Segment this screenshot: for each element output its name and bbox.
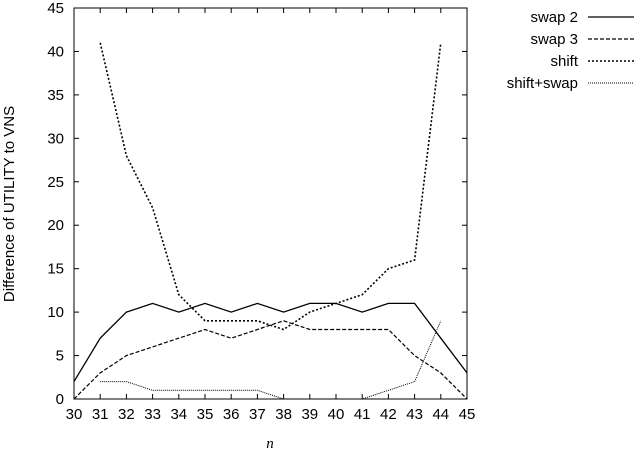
y-tick-label: 45 [47, 0, 64, 17]
x-tick-label: 45 [459, 406, 476, 423]
x-axis-title: n [266, 436, 274, 452]
legend-label-swap-2: swap 2 [530, 9, 578, 26]
x-tick-label: 42 [380, 406, 397, 423]
y-axis-title: Difference of UTILITY to VNS [1, 106, 18, 302]
x-tick-label: 44 [432, 406, 449, 423]
plot-frame [73, 7, 468, 400]
y-tick-label: 0 [56, 391, 64, 408]
legend: swap 2 swap 3 shift shift+swap [507, 9, 634, 92]
x-tick-label: 41 [354, 406, 371, 423]
series-line-swap-3 [73, 320, 468, 400]
x-tick-label: 34 [170, 406, 187, 423]
legend-label-swap-3: swap 3 [530, 31, 578, 48]
series-lines [73, 42, 468, 400]
x-tick-label: 40 [328, 406, 345, 423]
y-tick-label: 25 [47, 174, 64, 191]
series-line-shift-swap [100, 320, 442, 400]
x-tick-label: 35 [197, 406, 214, 423]
x-tick-label: 30 [66, 406, 83, 423]
y-tick-label: 35 [47, 87, 64, 104]
y-tick-label: 15 [47, 261, 64, 278]
x-tick-label: 32 [118, 406, 135, 423]
y-tick-label: 20 [47, 217, 64, 234]
legend-label-shift: shift [550, 53, 578, 70]
tick-labels: 30 31 32 33 34 35 36 37 38 39 40 41 42 43 44 45 0 5 10 15 20… [47, 0, 475, 423]
x-tick-label: 43 [406, 406, 423, 423]
x-tick-label: 36 [223, 406, 240, 423]
x-tick-label: 33 [144, 406, 161, 423]
x-tick-label: 39 [301, 406, 318, 423]
y-tick-label: 5 [56, 348, 64, 365]
axis-ticks [73, 7, 468, 400]
x-tick-label: 37 [249, 406, 266, 423]
series-line-shift [99, 42, 442, 331]
y-tick-label: 40 [47, 43, 64, 60]
legend-label-shift-swap: shift+swap [507, 75, 578, 92]
x-tick-label: 38 [275, 406, 292, 423]
series-line-swap-2 [73, 302, 468, 382]
y-tick-label: 30 [47, 130, 64, 147]
x-tick-label: 31 [92, 406, 109, 423]
y-tick-label: 10 [47, 304, 64, 321]
